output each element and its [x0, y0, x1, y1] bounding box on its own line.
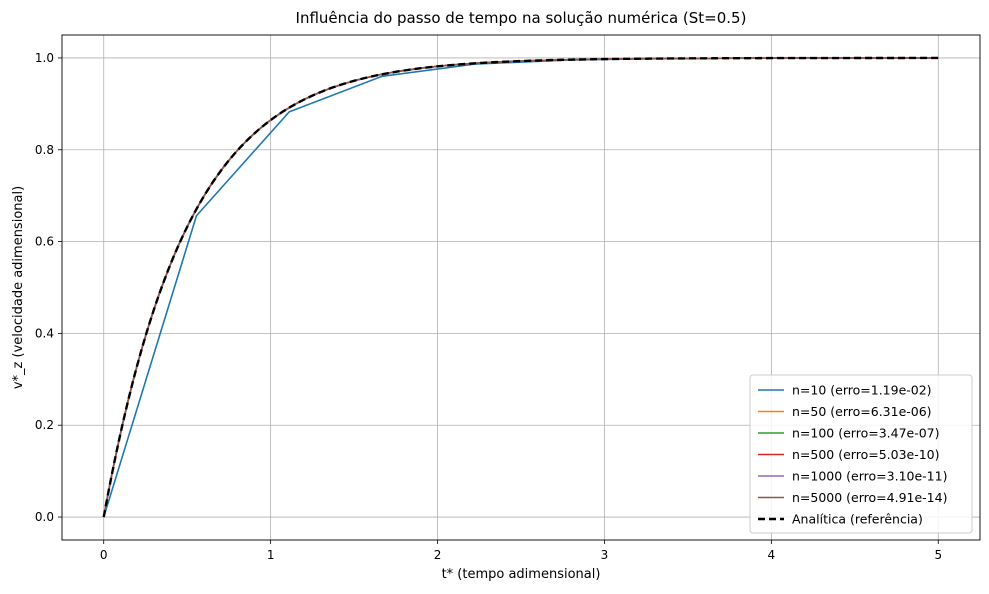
legend-box	[749, 374, 973, 534]
y-tick-label: 0.2	[35, 418, 54, 432]
y-tick-label: 0.0	[35, 510, 54, 524]
x-tick-label: 4	[768, 548, 776, 562]
y-axis-label: v*_z (velocidade adimensional)	[11, 186, 26, 389]
legend-label: n=50 (erro=6.31e-06)	[792, 404, 932, 419]
x-tick-label: 0	[100, 548, 108, 562]
y-tick-label: 0.8	[35, 143, 54, 157]
x-tick-label: 3	[601, 548, 609, 562]
y-tick-label: 0.6	[35, 235, 54, 249]
x-axis-label: t* (tempo adimensional)	[442, 567, 601, 582]
y-tick-label: 1.0	[35, 51, 54, 65]
y-tick-label: 0.4	[35, 326, 54, 340]
legend-label: n=500 (erro=5.03e-10)	[792, 447, 940, 462]
legend-label: n=10 (erro=1.19e-02)	[792, 383, 932, 398]
series-layer	[102, 56, 939, 518]
legend-label: n=1000 (erro=3.10e-11)	[792, 469, 947, 484]
grid	[62, 35, 980, 540]
x-tick-label: 5	[934, 548, 942, 562]
legend-label: n=100 (erro=3.47e-07)	[792, 426, 940, 441]
series-line-6	[102, 56, 939, 518]
ticks: 0 1 2 3 4 5 0.0 0.2 0.4 0.6 0.8 1.0	[35, 51, 942, 562]
plot-frame	[61, 34, 981, 541]
x-tick-label: 1	[267, 548, 275, 562]
chart-title: Influência do passo de tempo na solução …	[296, 9, 747, 27]
legend: n=10 (erro=1.19e-02) n=50 (erro=6.31e-06)…	[749, 374, 973, 534]
x-tick-label: 2	[434, 548, 442, 562]
legend-label: Analítica (referência)	[792, 512, 923, 527]
legend-label: n=5000 (erro=4.91e-14)	[792, 490, 947, 505]
